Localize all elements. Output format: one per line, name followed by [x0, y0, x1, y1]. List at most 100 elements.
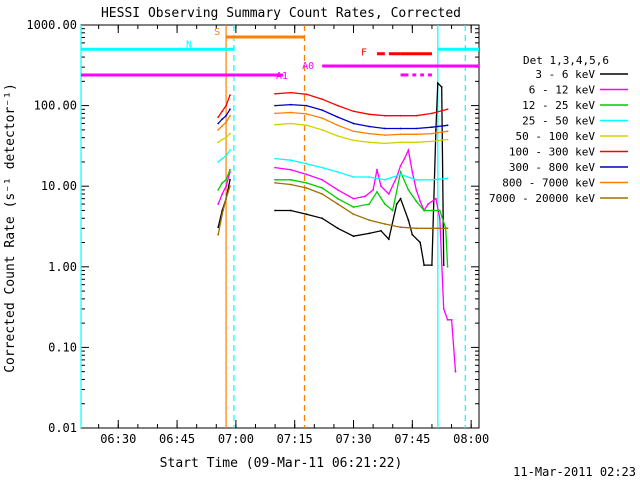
state-bar-label: A1: [276, 71, 288, 82]
series-point: [225, 121, 227, 123]
series-point: [353, 110, 355, 112]
series-point: [229, 108, 231, 110]
series-point: [306, 163, 308, 165]
series-point: [290, 179, 292, 181]
series-point: [290, 123, 292, 125]
series-point: [400, 128, 402, 130]
series-point: [435, 129, 437, 131]
series-point: [221, 213, 223, 215]
series-point: [431, 126, 433, 128]
series-point: [306, 105, 308, 107]
series-point: [217, 141, 219, 143]
series-point: [221, 125, 223, 127]
series-point: [306, 187, 308, 189]
series-point: [225, 155, 227, 157]
series-point: [225, 105, 227, 107]
series-point: [337, 171, 339, 173]
series-point: [274, 179, 276, 181]
series-point: [423, 264, 425, 266]
series-point: [400, 198, 402, 200]
x-tick-label: 08:00: [453, 432, 489, 446]
series-point: [306, 174, 308, 176]
series-point: [321, 129, 323, 131]
series-point: [217, 161, 219, 163]
state-bar-label: A0: [302, 61, 314, 72]
series-point: [447, 178, 449, 180]
legend-entry-label: 12 - 25 keV: [522, 99, 595, 112]
series-line: [218, 95, 230, 117]
y-tick-label: 100.00: [34, 99, 77, 113]
series-point: [392, 210, 394, 212]
series-point: [306, 182, 308, 184]
series-point: [415, 189, 417, 191]
series-point: [384, 143, 386, 145]
series-point: [368, 141, 370, 143]
series-point: [415, 200, 417, 202]
series-point: [217, 116, 219, 118]
series-point: [217, 203, 219, 205]
legend: Det 1,3,4,5,6 3 - 6 keV 6 - 12 keV 12 - 25…: [489, 54, 628, 205]
series-point: [368, 113, 370, 115]
series-point: [321, 109, 323, 111]
legend-entry-label: 25 - 50 keV: [522, 115, 595, 128]
series-point: [411, 234, 413, 236]
series-line: [218, 109, 230, 123]
series-point: [372, 189, 374, 191]
series-point: [353, 130, 355, 132]
series-point: [229, 149, 231, 151]
series-point: [400, 115, 402, 117]
series-point: [274, 182, 276, 184]
series-point: [388, 193, 390, 195]
series-point: [408, 189, 410, 191]
y-tick-label: 0.10: [48, 340, 77, 354]
series-point: [274, 210, 276, 212]
series-point: [384, 223, 386, 225]
series-point: [368, 126, 370, 128]
series-point: [290, 159, 292, 161]
series-point: [431, 210, 433, 212]
state-bar-label: S: [214, 27, 220, 38]
series-point: [431, 113, 433, 115]
series-point: [353, 123, 355, 125]
series-point: [447, 139, 449, 141]
series-point: [353, 198, 355, 200]
series-point: [321, 187, 323, 189]
series-point: [415, 128, 417, 130]
series-point: [221, 182, 223, 184]
series-point: [443, 308, 445, 310]
legend-entry-label: 50 - 100 keV: [516, 130, 596, 143]
state-bar-label: N: [186, 39, 192, 50]
series-point: [411, 171, 413, 173]
legend-entry-label: 7000 - 20000 keV: [489, 192, 595, 205]
series-point: [221, 193, 223, 195]
y-tick-label: 10.00: [41, 179, 77, 193]
series-point: [415, 133, 417, 135]
series-point: [221, 118, 223, 120]
series-point: [337, 116, 339, 118]
series-point: [447, 266, 449, 268]
series-point: [447, 108, 449, 110]
series-point: [274, 124, 276, 126]
series-point: [274, 113, 276, 115]
series-point: [447, 227, 449, 229]
series-point: [384, 203, 386, 205]
state-bar-label: F: [361, 48, 367, 59]
series-point: [415, 179, 417, 181]
series-lines: [217, 82, 456, 372]
series-point: [384, 179, 386, 181]
x-tick-label: 07:00: [218, 432, 254, 446]
series-point: [408, 149, 410, 151]
series-point: [384, 128, 386, 130]
series-point: [388, 238, 390, 240]
series-point: [217, 123, 219, 125]
series-point: [306, 213, 308, 215]
chart-title: HESSI Observing Summary Count Rates, Cor…: [101, 6, 461, 21]
series-point: [225, 115, 227, 117]
series-point: [400, 226, 402, 228]
series-point: [321, 217, 323, 219]
series-line: [275, 113, 448, 136]
series-point: [368, 133, 370, 135]
series-point: [337, 227, 339, 229]
series-point: [431, 141, 433, 143]
series-point: [447, 130, 449, 132]
